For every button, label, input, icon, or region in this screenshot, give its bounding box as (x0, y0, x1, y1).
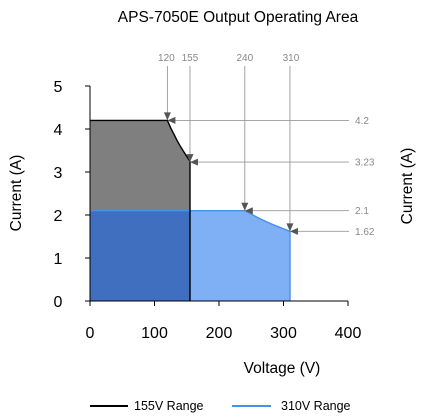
y-tick-label-3: 3 (54, 165, 63, 182)
legend: 155V Range 310V Range (90, 399, 351, 413)
current-annotation-2: 2.1 (355, 206, 369, 217)
x-ticks: 0 100 200 300 400 (86, 301, 362, 342)
line-155v-range (90, 119, 191, 301)
voltage-arrow-1 (186, 154, 194, 163)
current-annotation-1: 3.23 (355, 158, 375, 169)
y-tick-label-5: 5 (54, 79, 63, 96)
x-tick-label-4: 400 (335, 325, 362, 342)
legend-label-155v-range: 155V Range (134, 399, 204, 413)
y-ticks: 0 1 2 3 4 5 (54, 79, 90, 311)
x-tick-label-3: 300 (270, 325, 297, 342)
x-axis-label: Voltage (V) (244, 360, 321, 377)
voltage-annotation-3: 310 (283, 53, 300, 64)
current-annotation-0: 4.2 (355, 116, 369, 127)
current-arrow-0 (167, 116, 176, 124)
legend-label-310v-range: 310V Range (281, 399, 351, 413)
current-annotation-3: 1.62 (355, 227, 375, 238)
current-arrow-2 (244, 207, 253, 215)
voltage-arrow-2 (241, 202, 249, 211)
y-tick-label-0: 0 (54, 294, 63, 311)
voltage-annotation-0: 120 (158, 53, 175, 64)
voltage-annotation-1: 155 (182, 53, 199, 64)
line-310v-range (90, 210, 291, 301)
y-axis-label-right: Current (A) (399, 148, 416, 225)
area-overlap (90, 210, 190, 301)
voltage-arrow-0 (163, 112, 171, 121)
y-tick-label-4: 4 (54, 122, 63, 139)
voltage-annotation-2: 240 (236, 53, 253, 64)
y-tick-label-1: 1 (54, 251, 63, 268)
x-tick-label-2: 200 (206, 325, 233, 342)
voltage-arrow-3 (286, 223, 294, 232)
current-arrow-3 (289, 227, 298, 235)
x-tick-label-1: 100 (141, 325, 168, 342)
current-arrow-1 (189, 158, 198, 166)
chart-title: APS-7050E Output Operating Area (118, 9, 359, 26)
range-curves (90, 119, 291, 301)
y-axis-label: Current (A) (8, 155, 25, 232)
y-tick-label-2: 2 (54, 208, 63, 225)
annotations: 120 155 240 310 4.2 3.23 2.1 1.62 (158, 53, 375, 238)
x-tick-label-0: 0 (86, 325, 95, 342)
